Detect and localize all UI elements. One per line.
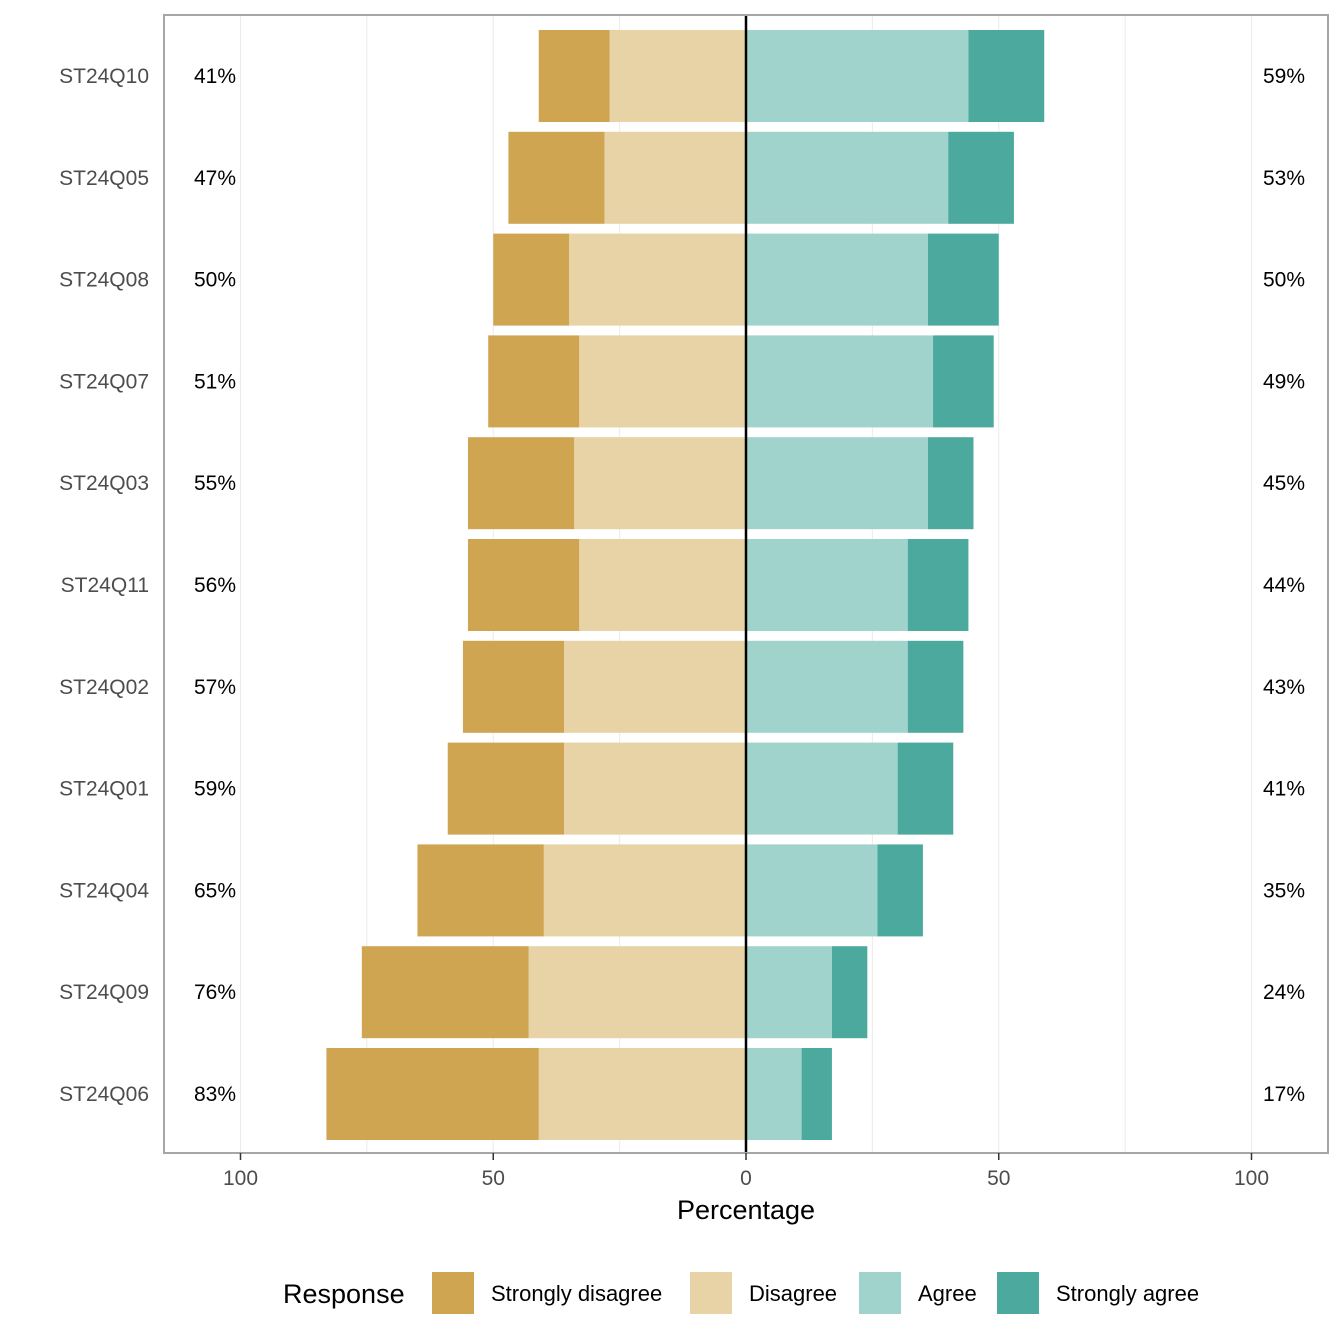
- bar-disagree: [528, 946, 746, 1039]
- y-tick-label: ST24Q08: [59, 269, 149, 292]
- bar-disagree: [569, 233, 746, 326]
- bar-strongly-agree: [927, 437, 974, 530]
- bar-strongly-disagree: [538, 30, 610, 122]
- bar-strongly-agree: [933, 335, 994, 428]
- y-tick-label: ST24Q09: [59, 981, 149, 1004]
- left-total-label: 59%: [194, 778, 236, 801]
- bar-strongly-disagree: [467, 437, 575, 530]
- bar-agree: [746, 437, 928, 530]
- right-total-label: 35%: [1263, 879, 1305, 902]
- legend-label: Disagree: [749, 1281, 837, 1306]
- y-tick-label: ST24Q10: [59, 65, 149, 88]
- bar-strongly-disagree: [326, 1048, 539, 1140]
- right-total-label: 44%: [1263, 574, 1305, 597]
- bar-strongly-disagree: [493, 233, 570, 326]
- bar-agree: [746, 844, 878, 937]
- bar-disagree: [579, 539, 746, 631]
- bar-agree: [746, 640, 908, 733]
- y-tick-label: ST24Q03: [59, 472, 149, 495]
- x-tick-label: 100: [223, 1167, 258, 1190]
- right-total-label: 50%: [1263, 269, 1305, 292]
- right-total-label: 49%: [1263, 370, 1305, 393]
- left-total-label: 65%: [194, 879, 236, 902]
- bar-agree: [746, 539, 908, 631]
- bar-disagree: [538, 1048, 746, 1140]
- bar-agree: [746, 233, 928, 326]
- bar-strongly-agree: [831, 946, 868, 1039]
- bar-strongly-agree: [877, 844, 923, 937]
- y-tick-label: ST24Q04: [59, 879, 149, 902]
- x-tick-label: 50: [482, 1167, 505, 1190]
- bar-strongly-disagree: [361, 946, 529, 1039]
- bar-strongly-agree: [927, 233, 999, 326]
- legend: Response Strongly disagree Disagree Agree St…: [283, 1272, 1199, 1314]
- bar-agree: [746, 1048, 802, 1140]
- legend-key-agree: [859, 1272, 901, 1314]
- x-tick-label: 0: [740, 1167, 752, 1190]
- legend-key-strongly-agree: [997, 1272, 1039, 1314]
- bar-strongly-agree: [801, 1048, 832, 1140]
- bar-disagree: [579, 335, 746, 428]
- y-tick-label: ST24Q02: [59, 676, 149, 699]
- bar-disagree: [604, 131, 746, 224]
- bar-disagree: [543, 844, 746, 937]
- right-total-label: 24%: [1263, 981, 1305, 1004]
- y-tick-label: ST24Q11: [61, 574, 149, 597]
- legend-label: Strongly disagree: [491, 1281, 662, 1306]
- bar-agree: [746, 131, 949, 224]
- bar-disagree: [574, 437, 746, 530]
- bar-strongly-disagree: [467, 539, 580, 631]
- bar-strongly-disagree: [462, 640, 565, 733]
- bar-disagree: [564, 742, 746, 835]
- left-total-label: 55%: [194, 472, 236, 495]
- bar-strongly-disagree: [488, 335, 580, 428]
- left-total-label: 57%: [194, 676, 236, 699]
- x-axis: 100 50 0 50 100: [223, 1153, 1269, 1190]
- legend-key-strongly-disagree: [432, 1272, 474, 1314]
- bar-agree: [746, 946, 832, 1039]
- left-total-label: 50%: [194, 269, 236, 292]
- left-total-label: 47%: [194, 167, 236, 190]
- bar-strongly-agree: [907, 640, 964, 733]
- bar-strongly-disagree: [417, 844, 544, 937]
- right-total-label: 41%: [1263, 778, 1305, 801]
- y-tick-label: ST24Q01: [59, 778, 149, 801]
- bar-disagree: [609, 30, 746, 122]
- y-tick-label: ST24Q07: [59, 370, 149, 393]
- bar-strongly-agree: [948, 131, 1014, 224]
- left-total-label: 56%: [194, 574, 236, 597]
- bar-strongly-disagree: [447, 742, 565, 835]
- x-tick-label: 50: [987, 1167, 1010, 1190]
- right-total-label: 45%: [1263, 472, 1305, 495]
- bar-strongly-disagree: [508, 131, 605, 224]
- bar-agree: [746, 335, 934, 428]
- bar-agree: [746, 30, 969, 122]
- bar-strongly-agree: [907, 539, 969, 631]
- right-total-label: 17%: [1263, 1083, 1305, 1106]
- y-tick-label: ST24Q05: [59, 167, 149, 190]
- left-total-label: 51%: [194, 370, 236, 393]
- legend-label: Agree: [918, 1281, 977, 1306]
- percentage-labels: 41% 59% 47% 53% 50% 50% 51% 49% 55% 45% 56% 44% 57% 4…: [194, 65, 1305, 1106]
- x-axis-title: Percentage: [677, 1195, 815, 1225]
- legend-label: Strongly agree: [1056, 1281, 1199, 1306]
- left-total-label: 41%: [194, 65, 236, 88]
- bars: [326, 30, 1045, 1140]
- x-tick-label: 100: [1234, 1167, 1269, 1190]
- bar-strongly-agree: [968, 30, 1045, 122]
- right-total-label: 53%: [1263, 167, 1305, 190]
- left-total-label: 83%: [194, 1083, 236, 1106]
- right-total-label: 59%: [1263, 65, 1305, 88]
- bar-agree: [746, 742, 898, 835]
- bar-strongly-agree: [897, 742, 954, 835]
- right-total-label: 43%: [1263, 676, 1305, 699]
- bar-disagree: [564, 640, 746, 733]
- y-tick-label: ST24Q06: [59, 1083, 149, 1106]
- legend-title: Response: [283, 1279, 405, 1309]
- y-axis-labels: ST24Q10 ST24Q05 ST24Q08 ST24Q07 ST24Q03 ST24Q…: [59, 65, 149, 1106]
- legend-key-disagree: [690, 1272, 732, 1314]
- left-total-label: 76%: [194, 981, 236, 1004]
